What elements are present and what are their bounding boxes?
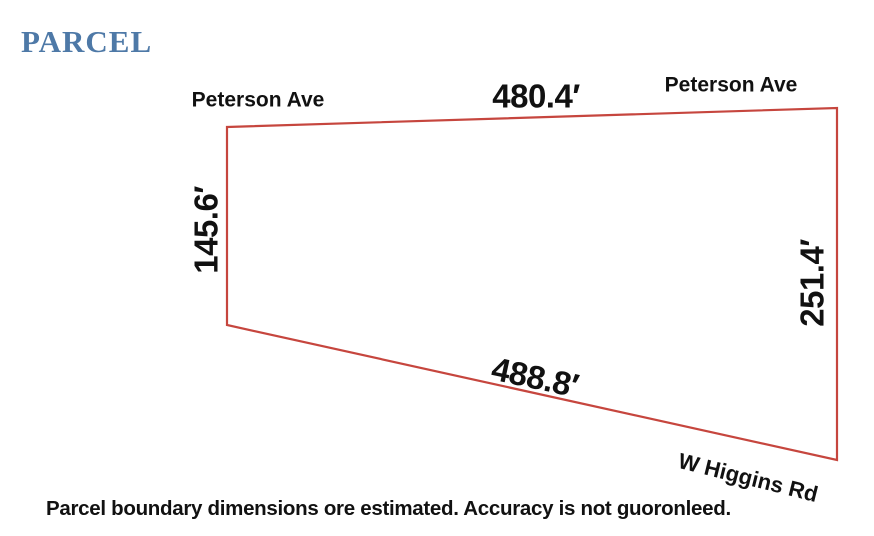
disclaimer-text: Parcel boundary dimensions ore estimated… xyxy=(46,497,731,520)
dimension-label-left: 145.6′ xyxy=(187,186,225,274)
parcel-boundary-polygon xyxy=(225,106,839,462)
dimension-label-top: 480.4′ xyxy=(492,77,580,115)
page-title: PARCEL xyxy=(21,24,153,59)
street-label-peterson-ave-right: Peterson Ave xyxy=(664,73,798,97)
dimension-label-right: 251.4′ xyxy=(793,239,831,327)
street-label-peterson-ave-left: Peterson Ave xyxy=(191,88,325,112)
